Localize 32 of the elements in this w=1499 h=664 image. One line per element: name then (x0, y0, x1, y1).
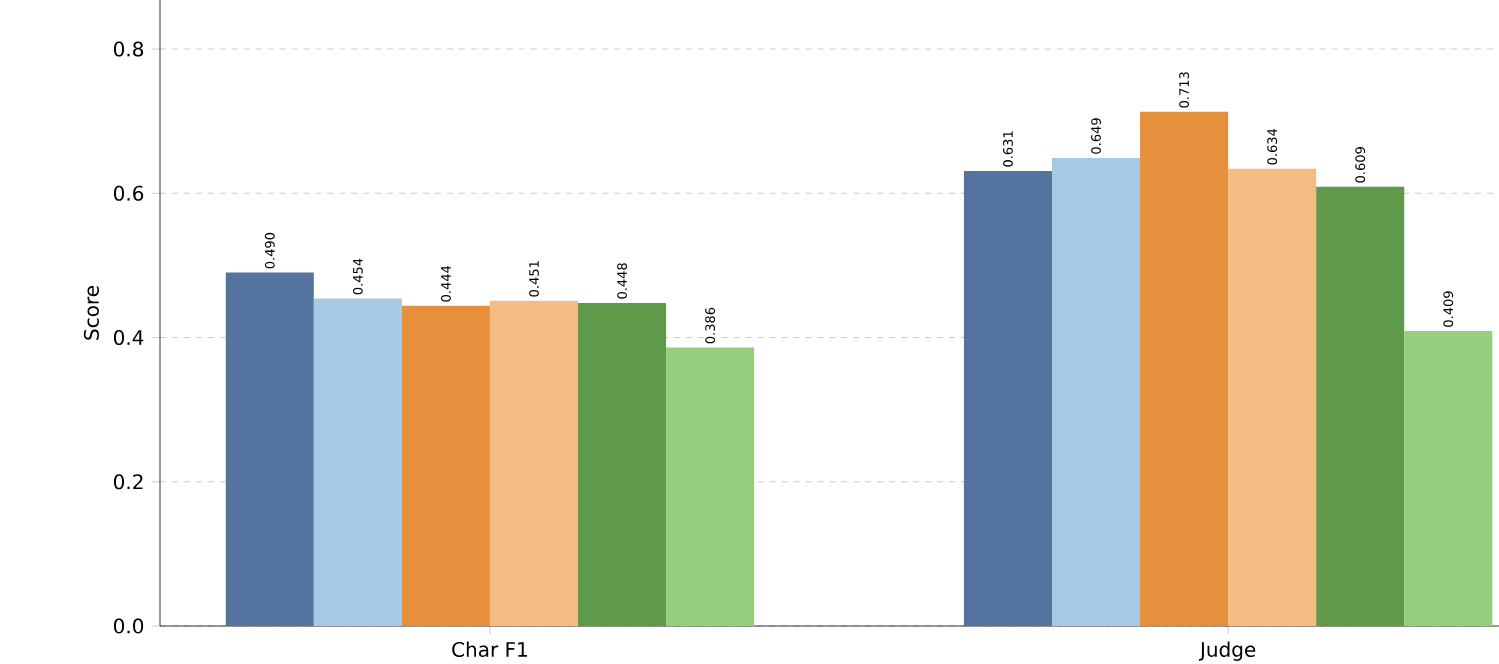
bar (666, 347, 755, 626)
x-tick-label: Judge (1198, 641, 1256, 661)
bar (578, 302, 667, 626)
bar (963, 170, 1052, 626)
bar (1140, 111, 1229, 626)
data-label: 0.444 (441, 265, 451, 302)
data-label: 0.609 (1355, 147, 1366, 183)
data-label: 0.713 (1179, 72, 1189, 108)
data-label: 0.448 (617, 263, 627, 299)
y-tick-label: 0.4 (113, 329, 144, 346)
y-tick-label: 0.6 (113, 185, 144, 201)
bar (225, 272, 314, 626)
x-tick-label: Char F1 (452, 641, 527, 658)
data-label: 0.631 (1003, 131, 1013, 167)
y-tick-label: 0.2 (113, 474, 143, 490)
bar (313, 298, 402, 626)
data-label: 0.490 (264, 232, 275, 269)
bar (1316, 186, 1405, 626)
bar (1228, 168, 1317, 626)
y-tick-label: 0.0 (113, 618, 144, 634)
data-label: 0.649 (1091, 118, 1101, 154)
bar (1051, 157, 1141, 626)
data-label: 0.409 (1443, 291, 1454, 327)
data-label: 0.454 (352, 258, 363, 295)
y-tick-label: 0.8 (113, 41, 144, 57)
data-label: 0.451 (529, 261, 539, 297)
y-axis-title: Score (83, 286, 99, 340)
bar (1404, 331, 1493, 626)
bar (401, 305, 490, 626)
data-label: 0.634 (1267, 128, 1278, 165)
data-label: 0.386 (705, 307, 716, 344)
bar (489, 300, 579, 626)
